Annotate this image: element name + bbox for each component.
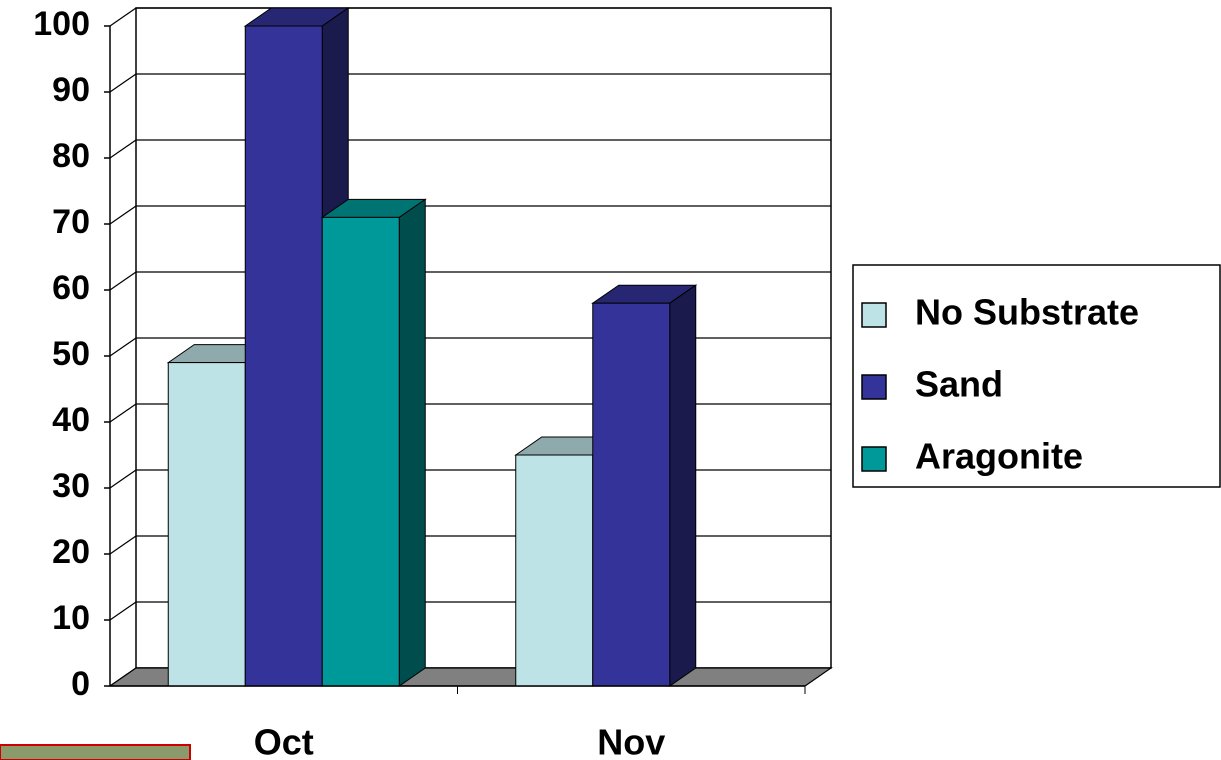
legend-swatch [861, 302, 887, 328]
grid-line [109, 7, 831, 27]
y-tick-label: 100 [33, 5, 90, 43]
grid-line [109, 139, 831, 159]
bar [167, 362, 246, 687]
y-tick-label: 90 [52, 71, 90, 109]
y-tick-label: 20 [52, 533, 90, 571]
legend-label: Sand [915, 364, 1003, 405]
bar [244, 25, 323, 687]
legend-label: No Substrate [915, 292, 1139, 333]
y-tick-label: 50 [52, 335, 90, 373]
bar [515, 454, 594, 687]
x-tick-label: Oct [254, 722, 314, 760]
y-tick-label: 0 [71, 665, 90, 703]
y-tick-label: 70 [52, 203, 90, 241]
grid-line [109, 271, 831, 291]
legend-swatch [861, 374, 887, 400]
legend-label: Aragonite [915, 436, 1083, 477]
bar [592, 302, 671, 687]
bar-side [398, 198, 426, 687]
bar-side [669, 284, 697, 687]
bar [321, 216, 400, 687]
y-tick-label: 60 [52, 269, 90, 307]
y-tick-label: 80 [52, 137, 90, 175]
y-tick-label: 40 [52, 401, 90, 439]
legend-box [852, 264, 1221, 488]
thumbnail-image [0, 744, 191, 760]
y-tick-label: 30 [52, 467, 90, 505]
x-tick-label: Nov [597, 722, 665, 760]
grid-line [109, 73, 831, 93]
legend-swatch [861, 446, 887, 472]
grid-line [109, 205, 831, 225]
y-tick-label: 10 [52, 599, 90, 637]
